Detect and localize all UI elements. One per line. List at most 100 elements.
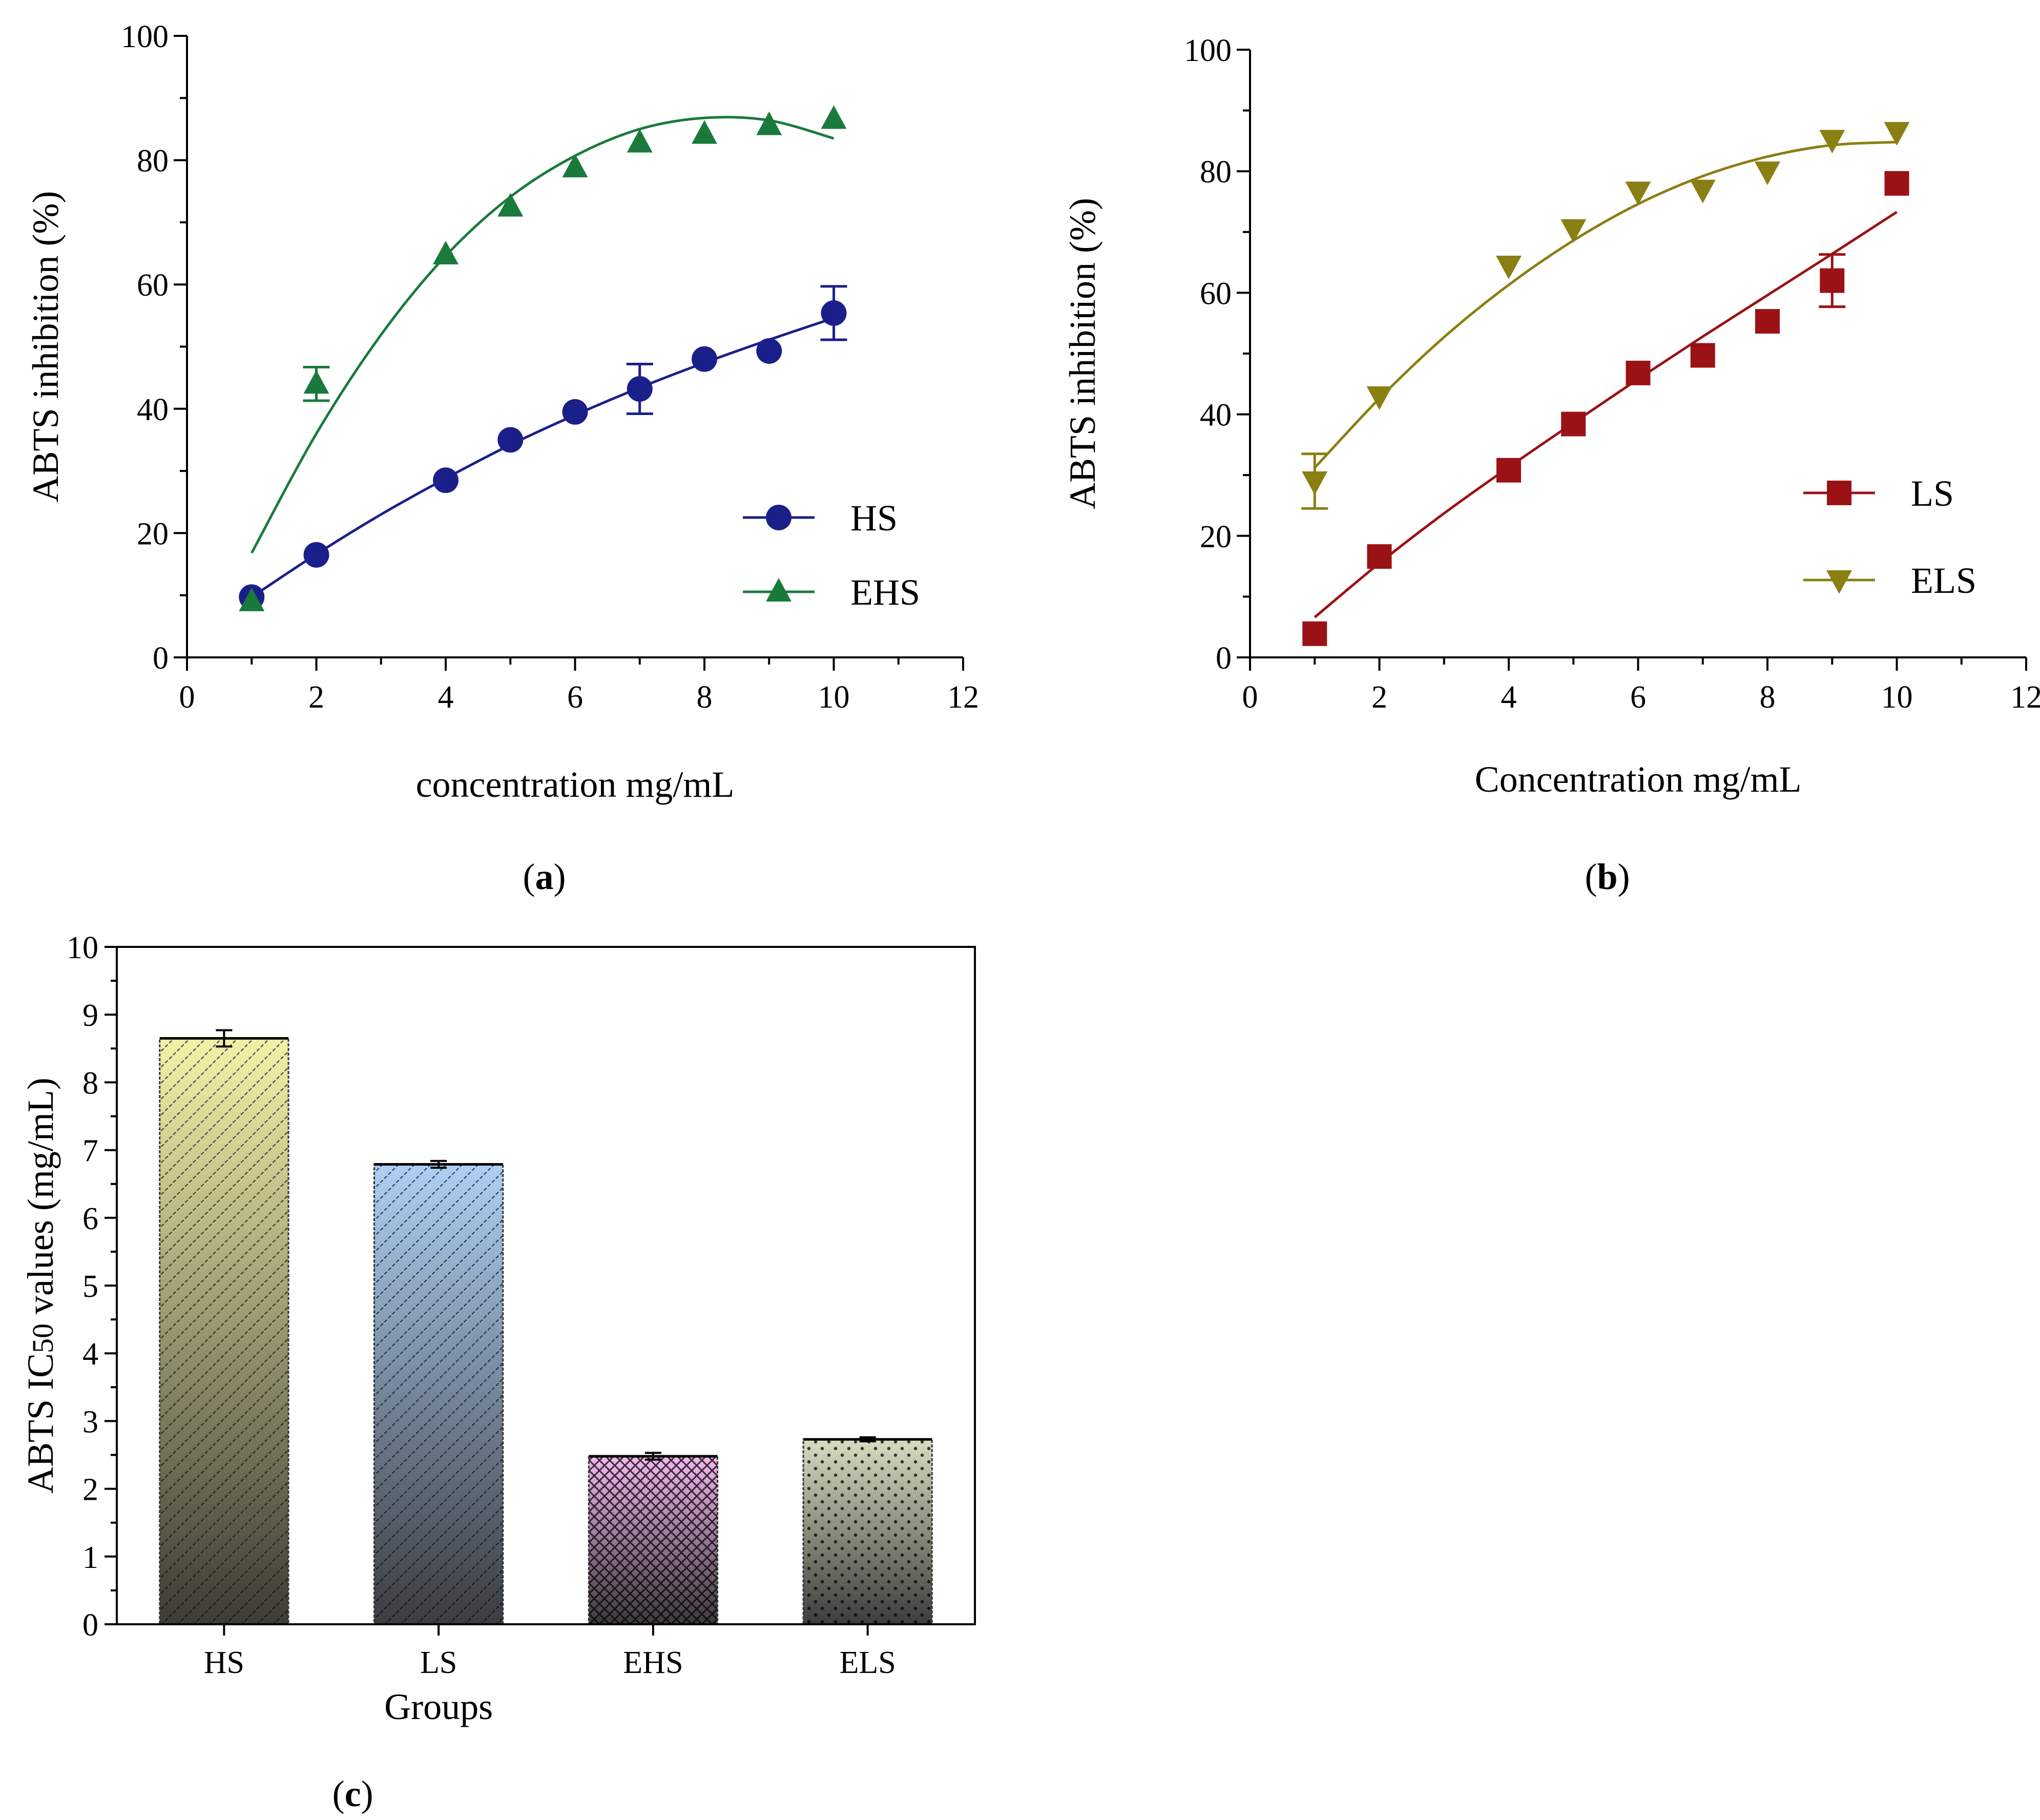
panel-c-y-tick-label: 9 — [82, 998, 98, 1033]
bar-hs-outline — [159, 1037, 289, 1625]
panel-a-x-tick-label: 8 — [697, 680, 713, 715]
panel-c-x-tick-label-ehs: EHS — [623, 1645, 683, 1680]
panel-b-els-point — [1755, 161, 1780, 185]
bar-ehs-error-bar — [644, 1452, 661, 1461]
bar-els-group — [802, 1436, 933, 1625]
panel-c-y-tick-label: 8 — [82, 1066, 98, 1101]
panel-c-bars — [159, 1029, 933, 1625]
panel-a-y-tick-label: 60 — [137, 268, 169, 303]
panel-b-ls-point — [1884, 171, 1909, 196]
panel-a-hs-point — [497, 427, 524, 453]
panel-b-legend-els-label: ELS — [1911, 560, 1976, 601]
panel-a-x-tick-label: 6 — [567, 680, 583, 715]
panel-b-els-point — [1625, 181, 1651, 205]
panel-b-y-tick-label: 40 — [1200, 398, 1232, 433]
panel-a-y-axis-title: ABTS inhibition (%) — [25, 191, 66, 503]
panel-b-error-bars — [1301, 253, 1846, 510]
panel-a-ehs-point — [692, 120, 717, 144]
panel-b-ls-point — [1561, 411, 1586, 437]
panel-a-y-tick-label: 100 — [121, 19, 169, 54]
panel-b-x-tick-label: 0 — [1242, 680, 1258, 715]
panel-b-ls-point — [1690, 343, 1715, 368]
bar-ehs-group — [588, 1452, 718, 1625]
panel-a-legend-hs-marker — [766, 505, 792, 530]
panel-b-els-point — [1884, 122, 1910, 146]
panel-b-x-tick-label: 10 — [1881, 680, 1913, 715]
panel-a-hs-point — [756, 338, 782, 364]
panel-b-els-point — [1560, 219, 1587, 243]
panel-c-y-tick-label: 6 — [82, 1202, 98, 1236]
panel-a-ehs-fit-curve — [251, 116, 835, 554]
panel-c-axes: HS LS EHS ELS 0 1 2 3 4 5 6 7 8 9 10 — [67, 930, 976, 1680]
panel-b-data-points — [1302, 122, 1910, 646]
panel-c-x-tick-label-els: ELS — [840, 1645, 896, 1680]
panel-b-y-tick-label: 0 — [1216, 641, 1232, 676]
panel-b-els-point — [1302, 471, 1328, 495]
panel-a-legend: HS EHS — [743, 498, 920, 613]
panel-a-ehs-point — [756, 111, 782, 135]
panel-a-x-axis-title: concentration mg/mL — [416, 764, 735, 805]
panel-c-y-tick-label: 3 — [82, 1404, 98, 1439]
panel-a-axes: 0 2 4 6 8 10 12 0 20 40 60 80 100 — [121, 19, 979, 715]
panel-c-y-tick-label: 4 — [82, 1337, 98, 1372]
panel-a-ehs-point — [627, 129, 653, 153]
panel-a-legend-hs-label: HS — [850, 498, 898, 539]
panel-c-y-tick-label: 10 — [67, 930, 98, 965]
panel-b-x-axis-title: Concentration mg/mL — [1475, 759, 1802, 800]
panel-b-ls-point — [1302, 621, 1327, 646]
bar-els-error-bar — [859, 1436, 876, 1443]
panel-a-x-tick-label: 12 — [947, 680, 979, 715]
panel-b-legend-ls-marker — [1827, 481, 1851, 505]
panel-b-axes: 0 2 4 6 8 10 12 0 20 40 60 80 100 — [1184, 33, 2040, 715]
panel-b-els-fit-curve — [1314, 140, 1897, 469]
panel-a-hs-fit-curve — [251, 317, 835, 598]
bar-ls-group — [373, 1160, 504, 1625]
panel-c-y-axis-title: ABTS IC50 values (mg/mL) — [20, 1078, 61, 1494]
panel-a-ehs-point — [239, 587, 265, 611]
panel-a-hs-point — [692, 346, 717, 372]
panel-a-data-points — [239, 105, 847, 611]
panel-a-label: (a) — [523, 856, 566, 897]
panel-c-y-tick-label: 7 — [82, 1134, 98, 1169]
panel-a-hs-point — [627, 376, 653, 402]
panel-b-legend-els-marker — [1826, 570, 1852, 594]
bar-hs-error-bar — [216, 1029, 233, 1048]
panel-c-y-tick-label: 1 — [82, 1540, 98, 1575]
panel-a-ehs-point — [303, 370, 329, 394]
panel-a-ehs-point — [821, 105, 847, 129]
panel-a-x-tick-label: 10 — [818, 680, 850, 715]
panel-b-els-point — [1690, 179, 1716, 203]
bar-hs-pattern — [159, 1038, 288, 1624]
panel-a-ehs-point — [433, 240, 459, 264]
panel-a-ehs-point — [497, 193, 524, 217]
panel-a-hs-point — [433, 467, 459, 493]
bar-els-pattern — [803, 1439, 932, 1624]
chart-panel-b: 0 2 4 6 8 10 12 0 20 40 60 80 100 LS ELS Concentratio… — [1062, 33, 2040, 897]
panel-a-ehs-point — [562, 154, 588, 178]
panel-c-y-tick-label: 5 — [82, 1269, 98, 1304]
panel-b-label: (b) — [1585, 856, 1630, 897]
panel-b-y-tick-label: 20 — [1200, 520, 1232, 554]
panel-c-y-tick-label: 0 — [82, 1608, 98, 1643]
panel-b-ls-point — [1626, 360, 1651, 385]
panel-a-x-tick-label: 2 — [308, 680, 324, 715]
panel-b-y-tick-label: 80 — [1200, 155, 1232, 190]
bar-ls-pattern — [374, 1164, 503, 1624]
panel-a-x-tick-label: 4 — [438, 680, 454, 715]
bar-hs-group — [159, 1029, 289, 1625]
chart-panel-a: 0 2 4 6 8 10 12 0 20 40 60 80 100 HS EHS concentratio… — [25, 19, 979, 897]
panel-b-legend: LS ELS — [1803, 473, 1976, 601]
panel-b-y-tick-label: 60 — [1200, 276, 1232, 311]
panel-a-y-tick-label: 20 — [137, 516, 169, 551]
panel-b-x-tick-label: 4 — [1501, 680, 1517, 715]
panel-a-hs-point — [562, 399, 588, 425]
panel-c-y-tick-label: 2 — [82, 1473, 98, 1507]
panel-b-ls-point — [1820, 268, 1845, 293]
panel-b-fit-curves — [1314, 140, 1898, 618]
panel-b-ls-point — [1367, 544, 1392, 569]
panel-b-els-point — [1496, 256, 1522, 280]
panel-b-y-axis-title: ABTS inhibition (%) — [1062, 198, 1103, 509]
panel-a-legend-ehs-marker — [766, 578, 792, 602]
panel-a-y-tick-label: 0 — [153, 641, 169, 676]
